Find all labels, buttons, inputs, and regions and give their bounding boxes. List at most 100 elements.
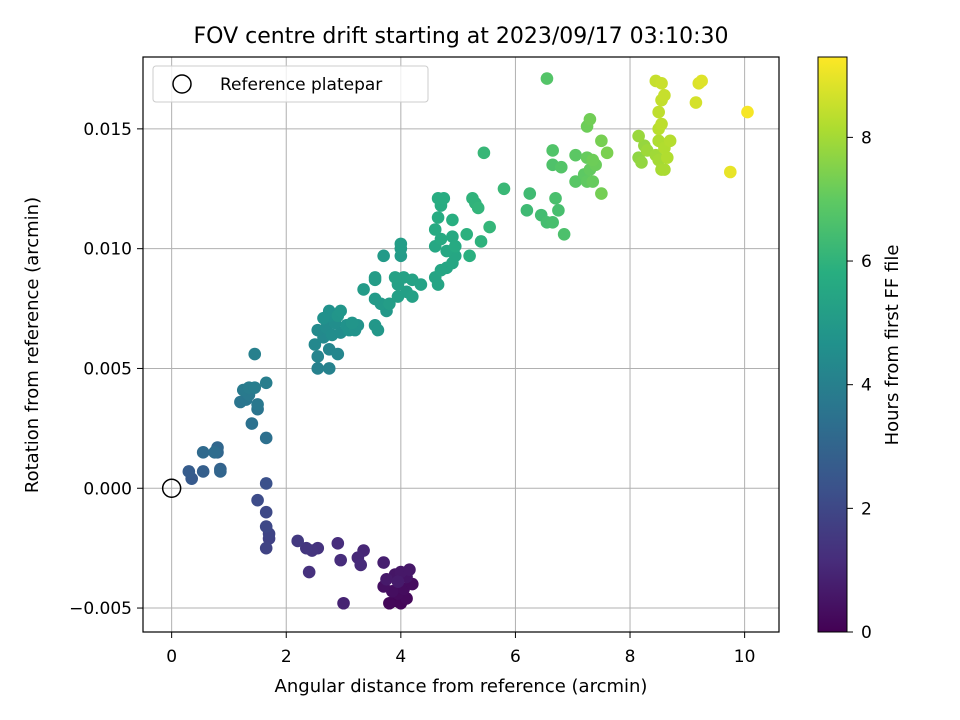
data-point xyxy=(331,347,345,361)
colorbar-label: Hours from first FF file xyxy=(882,245,903,446)
data-point xyxy=(660,151,674,164)
y-tick-label: 0.015 xyxy=(83,120,132,140)
data-point xyxy=(658,163,671,176)
data-point xyxy=(394,237,408,251)
plot-area: 0 2 4 6 8 10 −0.005 0.000 0.005 0.010 0.015 xyxy=(69,56,780,667)
x-tick-label: 0 xyxy=(166,647,177,667)
y-axis-label: Rotation from reference (arcmin) xyxy=(22,197,43,493)
x-axis-label: Angular distance from reference (arcmin) xyxy=(275,676,648,697)
data-point xyxy=(354,558,368,572)
data-point xyxy=(345,316,359,330)
data-point xyxy=(434,263,448,277)
data-point xyxy=(586,153,600,167)
colorbar: 0 2 4 6 8 Hours from first FF file xyxy=(817,56,903,643)
data-point xyxy=(723,165,737,179)
data-point xyxy=(632,129,645,143)
data-point xyxy=(380,572,393,586)
data-point xyxy=(405,290,419,303)
reference-platepar-marker xyxy=(161,478,182,498)
data-point xyxy=(497,182,511,196)
x-tick-label: 8 xyxy=(625,647,636,667)
data-point xyxy=(414,278,428,291)
colorbar-ticks: 0 2 4 6 8 xyxy=(847,128,872,643)
data-point xyxy=(655,77,668,90)
data-point xyxy=(259,541,273,555)
legend-marker-reference xyxy=(172,74,192,94)
chart-title: FOV centre drift starting at 2023/09/17 … xyxy=(194,24,729,49)
x-tick-label: 2 xyxy=(281,647,292,667)
data-point xyxy=(311,350,325,363)
data-point xyxy=(248,347,262,361)
data-point xyxy=(595,134,608,148)
data-point xyxy=(368,271,382,284)
data-point xyxy=(546,144,559,157)
data-point xyxy=(403,563,416,577)
y-tick-label: 0.010 xyxy=(83,240,132,260)
data-point xyxy=(259,376,273,390)
y-tick-label: −0.005 xyxy=(69,599,132,619)
data-point xyxy=(460,227,474,241)
data-point xyxy=(689,96,703,109)
data-point xyxy=(523,187,537,200)
data-point xyxy=(428,223,442,236)
data-point xyxy=(471,201,485,215)
colorbar-tick-label: 0 xyxy=(861,623,872,643)
data-point xyxy=(437,192,451,205)
colorbar-gradient xyxy=(817,56,848,633)
data-point xyxy=(434,232,448,246)
data-point xyxy=(251,398,264,411)
data-point xyxy=(586,175,600,188)
data-point xyxy=(549,192,562,205)
colorbar-tick-label: 6 xyxy=(861,252,872,272)
data-point xyxy=(322,362,336,375)
data-point xyxy=(741,105,754,119)
data-point xyxy=(248,381,262,394)
data-point xyxy=(463,249,476,263)
data-point xyxy=(308,338,322,351)
data-point xyxy=(658,89,671,102)
data-point xyxy=(446,213,459,227)
data-point xyxy=(383,596,396,610)
data-point xyxy=(583,112,597,126)
data-point xyxy=(196,446,210,459)
x-axis-ticks: 0 2 4 6 8 10 xyxy=(166,632,755,667)
colorbar-tick-label: 2 xyxy=(861,499,872,519)
data-point xyxy=(383,297,396,311)
data-point xyxy=(554,160,568,174)
data-point xyxy=(388,271,402,284)
data-point xyxy=(182,465,196,478)
data-point xyxy=(214,465,227,478)
data-point xyxy=(371,323,385,337)
data-point xyxy=(317,311,330,325)
data-point xyxy=(311,362,325,375)
data-point xyxy=(483,220,496,234)
plot-background xyxy=(143,57,779,632)
legend-box xyxy=(152,65,429,103)
data-point xyxy=(251,493,264,507)
data-point xyxy=(431,211,445,224)
data-point xyxy=(291,534,305,548)
data-point xyxy=(331,537,345,550)
data-point xyxy=(368,292,382,306)
data-point xyxy=(477,146,491,160)
data-point xyxy=(377,556,390,569)
data-point xyxy=(552,204,565,217)
data-point xyxy=(569,148,582,162)
data-point xyxy=(663,134,677,148)
data-point xyxy=(337,596,350,610)
data-point xyxy=(377,249,390,263)
data-point xyxy=(635,156,648,169)
data-point xyxy=(600,146,614,160)
y-tick-label: 0.005 xyxy=(83,359,132,379)
colorbar-tick-label: 4 xyxy=(861,376,872,396)
data-point xyxy=(546,216,559,229)
data-point xyxy=(540,72,554,85)
data-point xyxy=(569,175,582,188)
data-point xyxy=(259,431,273,445)
data-point xyxy=(520,204,534,217)
data-point xyxy=(302,565,316,579)
data-point xyxy=(245,417,259,430)
data-point xyxy=(299,541,313,555)
colorbar-tick-label: 8 xyxy=(861,128,872,148)
